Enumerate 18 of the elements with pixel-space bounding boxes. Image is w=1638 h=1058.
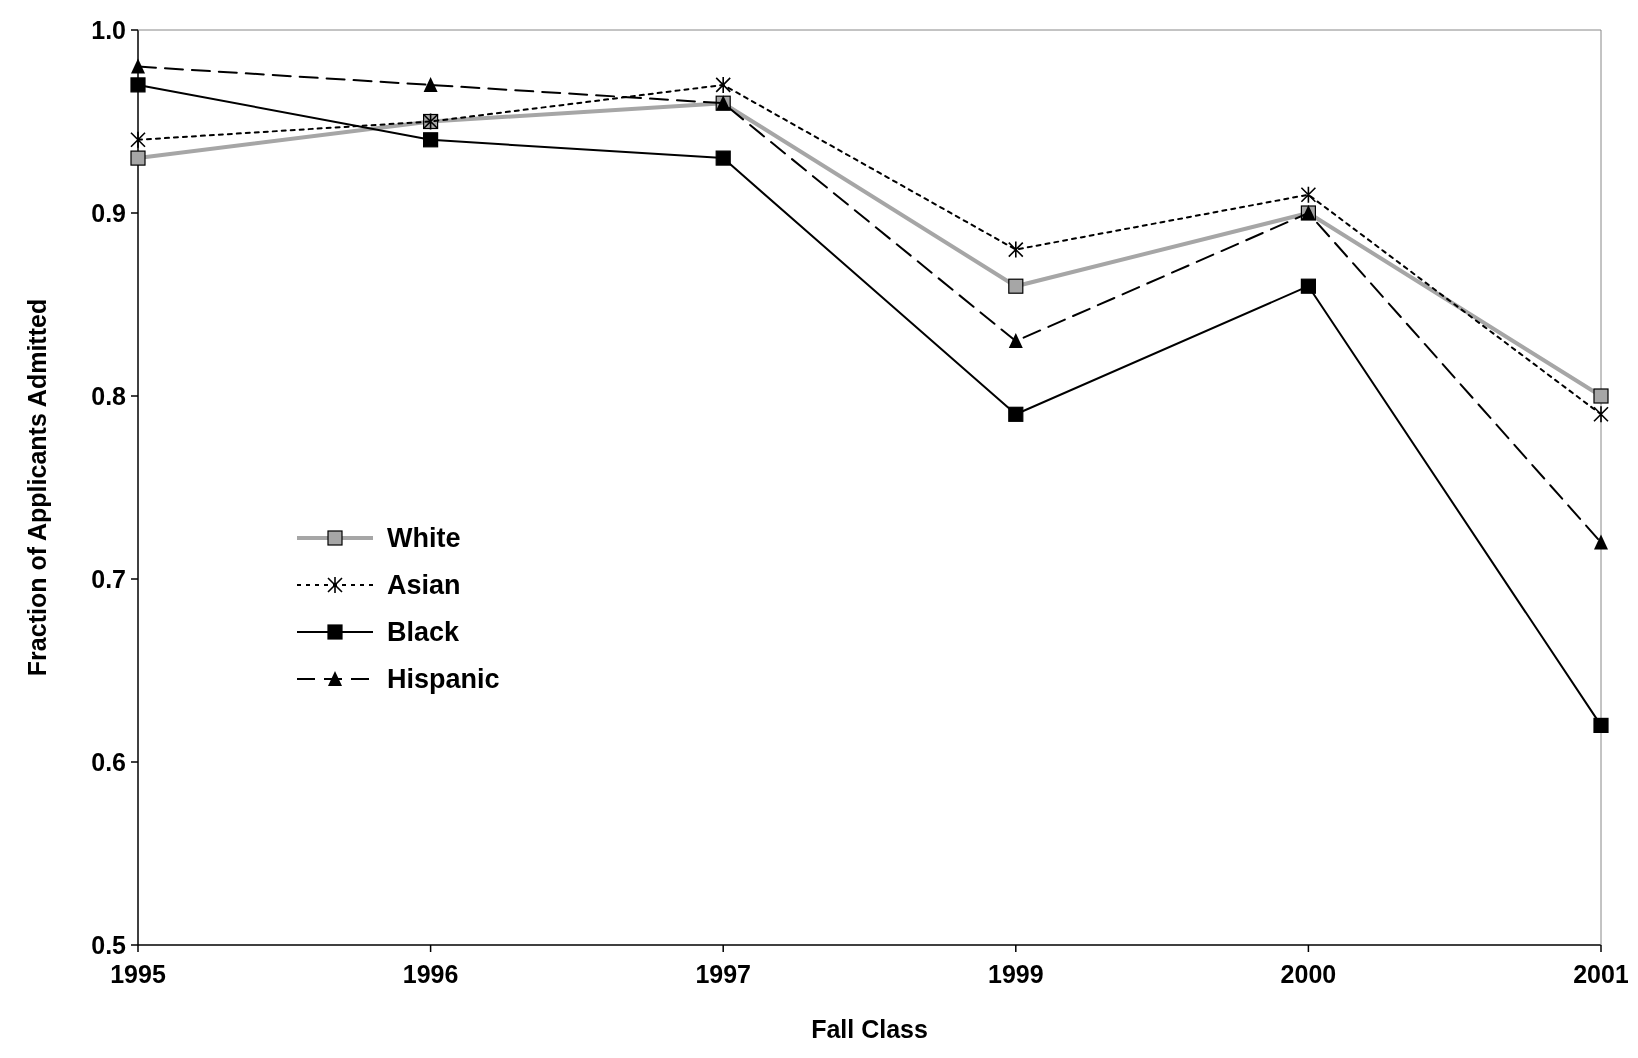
- legend-label: Asian: [387, 570, 461, 601]
- legend-label: White: [387, 523, 461, 554]
- x-tick-label: 2001: [1573, 960, 1629, 988]
- y-axis-title: Fraction of Applicants Admitted: [23, 298, 51, 677]
- x-tick-label: 1997: [695, 960, 752, 988]
- y-tick-label: 0.5: [91, 930, 127, 959]
- x-tick-label: 1999: [987, 960, 1044, 988]
- x-tick-label: 1995: [110, 960, 166, 988]
- y-tick-label: 0.7: [91, 564, 126, 593]
- y-tick-label: 0.6: [91, 747, 126, 776]
- y-tick-label: 1.0: [91, 15, 126, 44]
- x-tick-label: 2000: [1280, 960, 1337, 988]
- x-tick-label: 1996: [402, 960, 459, 988]
- x-axis-title: Fall Class: [811, 1015, 928, 1043]
- y-tick-label: 0.8: [91, 381, 127, 410]
- legend-label: Hispanic: [387, 664, 500, 695]
- y-tick-label: 0.9: [91, 198, 126, 227]
- legend-label: Black: [387, 617, 461, 648]
